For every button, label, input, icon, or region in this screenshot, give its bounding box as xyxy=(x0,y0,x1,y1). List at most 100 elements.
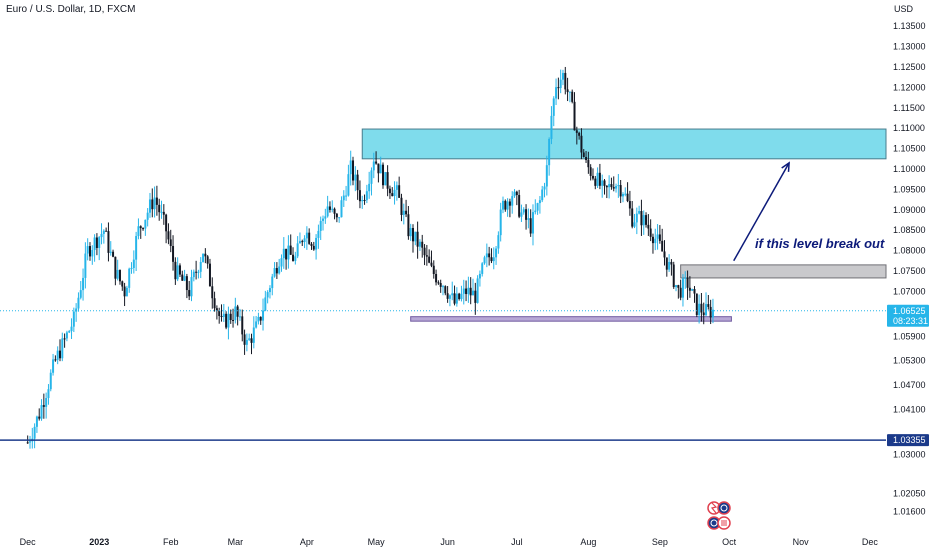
candle-body xyxy=(608,184,611,188)
x-tick-label: Sep xyxy=(652,537,668,547)
candle-body xyxy=(617,185,620,187)
candle-body xyxy=(465,288,468,295)
y-tick-label: 1.12500 xyxy=(893,62,926,72)
candle-body xyxy=(425,255,428,257)
candle-body xyxy=(33,426,36,439)
candle-body xyxy=(63,338,66,340)
candle-body xyxy=(527,218,530,220)
candle-body xyxy=(222,313,225,317)
candle-body xyxy=(215,308,218,311)
candle-body xyxy=(398,185,401,198)
candle-body xyxy=(384,172,387,186)
candle-body xyxy=(688,287,691,291)
candle-body xyxy=(536,203,539,211)
support-zone xyxy=(410,316,732,322)
resistance-zone xyxy=(680,264,887,279)
x-tick-label: Dec xyxy=(20,537,37,547)
candle-body xyxy=(686,277,689,288)
economic-event-icon[interactable] xyxy=(707,516,731,530)
candle-body xyxy=(508,201,511,206)
candle-body xyxy=(414,231,417,242)
candle-body xyxy=(573,101,576,131)
candle-body xyxy=(619,185,622,197)
y-tick-label: 1.09000 xyxy=(893,205,926,215)
candle-body xyxy=(352,160,355,181)
candle-body xyxy=(624,193,627,195)
candle-body xyxy=(591,175,594,179)
candle-body xyxy=(566,89,569,93)
candle-body xyxy=(153,197,156,210)
candle-body xyxy=(335,213,338,218)
candle-body xyxy=(178,265,181,275)
candle-body xyxy=(190,277,193,297)
candle-body xyxy=(518,195,521,217)
candle-body xyxy=(481,263,484,274)
candle-body xyxy=(370,170,373,184)
candle-body xyxy=(296,243,299,257)
candle-body xyxy=(319,220,322,231)
candle-body xyxy=(342,195,345,201)
candle-body xyxy=(356,174,359,191)
candle-body xyxy=(670,261,673,265)
candle-body xyxy=(243,334,246,345)
candle-body xyxy=(176,265,179,280)
candle-body xyxy=(633,222,636,227)
candle-body xyxy=(86,246,89,254)
candle-body xyxy=(264,297,267,311)
candle-body xyxy=(345,195,348,197)
candle-body xyxy=(628,201,631,209)
candle-body xyxy=(52,359,55,373)
candle-body xyxy=(167,231,170,240)
candle-body xyxy=(349,160,352,175)
candle-body xyxy=(375,161,378,164)
candle-body xyxy=(407,214,410,237)
candle-body xyxy=(252,327,255,343)
candle-body xyxy=(109,251,112,253)
y-tick-label: 1.13500 xyxy=(893,21,926,31)
candle-body xyxy=(497,235,500,249)
candle-body xyxy=(587,160,590,168)
candle-body xyxy=(245,339,248,345)
y-tick-label: 1.09500 xyxy=(893,184,926,194)
candle-body xyxy=(388,188,391,194)
flash-event-icon[interactable] xyxy=(707,501,731,515)
candle-body xyxy=(382,164,385,186)
currency-label[interactable]: USD xyxy=(894,4,914,14)
candle-body xyxy=(705,304,708,316)
last-price-countdown: 08:23:31 xyxy=(893,316,928,326)
candle-body xyxy=(474,290,477,303)
candle-body xyxy=(132,259,135,268)
candle-body xyxy=(559,79,562,88)
candle-body xyxy=(125,287,128,297)
candle-body xyxy=(54,359,57,361)
candle-body xyxy=(282,248,285,259)
candle-body xyxy=(430,262,433,266)
candle-body xyxy=(211,286,214,299)
candle-body xyxy=(160,211,163,213)
candle-body xyxy=(651,236,654,244)
candle-body xyxy=(35,416,38,427)
candle-body xyxy=(65,332,68,339)
candle-body xyxy=(234,306,237,321)
x-tick-label: Jul xyxy=(511,537,523,547)
y-tick-label: 1.02050 xyxy=(893,488,926,498)
candle-body xyxy=(112,251,115,257)
candle-body xyxy=(483,257,486,264)
candle-body xyxy=(439,283,442,287)
candle-body xyxy=(142,228,145,230)
candle-body xyxy=(631,208,634,227)
candle-body xyxy=(102,230,105,234)
candle-body xyxy=(40,405,43,419)
candle-body xyxy=(305,232,308,239)
candle-body xyxy=(568,91,571,93)
y-tick-label: 1.08500 xyxy=(893,225,926,235)
candle-body xyxy=(423,247,426,256)
candle-body xyxy=(232,319,235,321)
candle-body xyxy=(61,338,64,359)
candle-body xyxy=(522,209,525,213)
candle-body xyxy=(289,245,292,255)
candle-body xyxy=(679,287,682,298)
candle-body xyxy=(626,193,629,202)
candle-body xyxy=(409,228,412,237)
